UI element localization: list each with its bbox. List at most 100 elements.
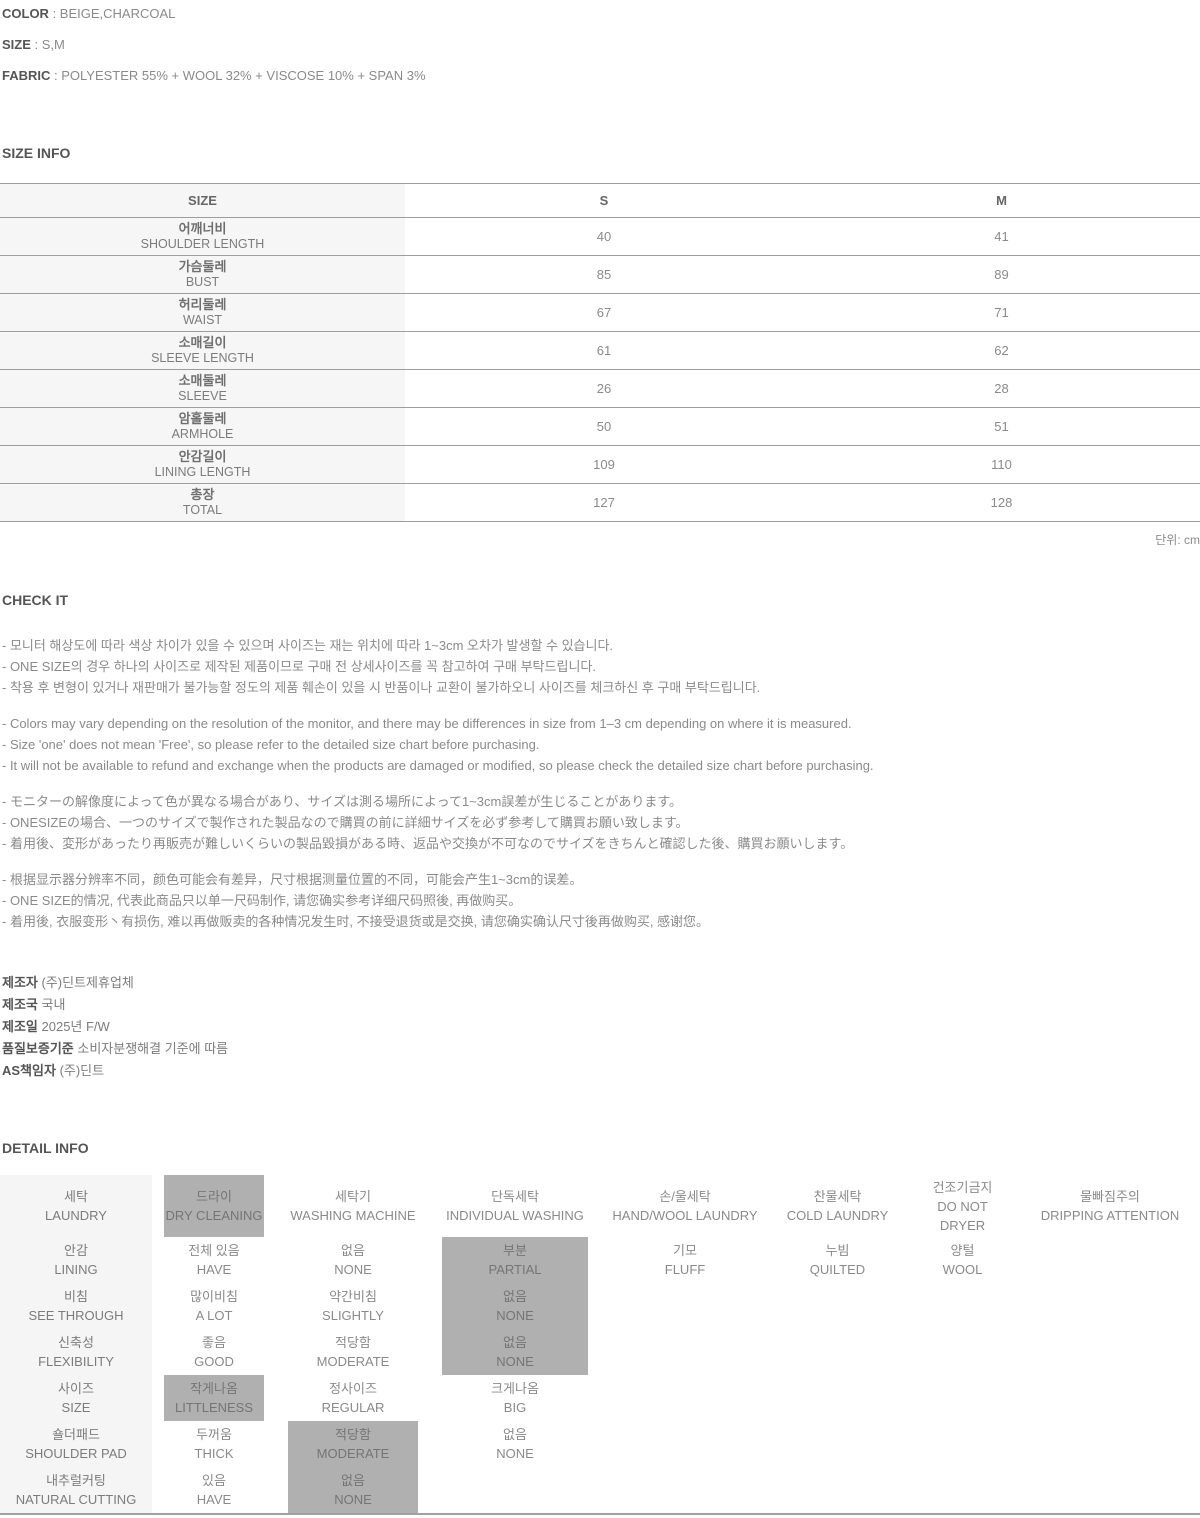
option-kr: 약간비침 (329, 1289, 377, 1304)
attribute-en: NATURAL CUTTING (15, 1492, 137, 1507)
option-cell (770, 1467, 905, 1513)
measure-value-s: 50 (596, 418, 612, 434)
attribute-kr: 안감 (64, 1243, 88, 1258)
table-row: 허리둘레 WAIST 67 71 (0, 293, 1200, 332)
option-kr: 작게나옴 (190, 1381, 238, 1396)
option-en: BIG (503, 1400, 527, 1415)
option-en: THICK (194, 1446, 234, 1461)
option-selected: 없음 NONE (442, 1329, 588, 1375)
notice-line: - 모니터 해상도에 따라 색상 차이가 있을 수 있으며 사이즈는 재는 위치… (2, 638, 614, 653)
option-en: HAND/WOOL LAUNDRY (612, 1208, 758, 1223)
option-kr: 크게나옴 (491, 1381, 539, 1396)
option-cell (1020, 1237, 1200, 1283)
color-value: : BEIGE,CHARCOAL (48, 6, 176, 21)
size-table-header: SIZE S M (0, 183, 1200, 218)
option-en: PARTIAL (488, 1262, 542, 1277)
notice-line: - ONE SIZE的情况, 代表此商品只以单一尺码制作, 请您确实参考详细尺码… (2, 893, 522, 908)
option-cell: 전체 있음 HAVE (152, 1237, 276, 1283)
size-col-header: SIZE (188, 192, 217, 208)
attribute-kr: 내추럴커팅 (46, 1473, 106, 1488)
attribute-label-cell: 숄더패드 SHOULDER PAD (0, 1421, 152, 1467)
fabric-label: FABRIC (2, 68, 51, 83)
option-kr: 많이비침 (190, 1289, 238, 1304)
option-cell: 건조기금지 DO NOT DRYER (905, 1175, 1020, 1237)
option: 손/울세탁 HAND/WOOL LAUNDRY (612, 1175, 758, 1237)
maker-value: 2025년 F/W (37, 1019, 110, 1034)
option-cell: 세탁기 WASHING MACHINE (276, 1175, 430, 1237)
table-row: 소매길이 SLEEVE LENGTH 61 62 (0, 331, 1200, 370)
maker-value: 국내 (37, 997, 66, 1012)
size-label: SIZE (2, 37, 31, 52)
measure-name-kr: 총장 (190, 487, 215, 502)
option-kr: 두꺼움 (196, 1427, 232, 1442)
option-kr: 없음 (341, 1243, 365, 1258)
notice-line: - モニターの解像度によって色が異なる場合があり、サイズは測る場所によって1~3… (2, 794, 683, 809)
option-cell (600, 1421, 770, 1467)
measure-value-s: 61 (596, 342, 612, 358)
size-m-header: M (996, 192, 1007, 208)
measure-name-kr: 암홀둘레 (178, 411, 227, 426)
option: 좋음 GOOD (164, 1329, 264, 1375)
maker-line: 제조일 2025년 F/W (2, 1016, 1200, 1038)
size-line: SIZE : S,M (2, 37, 1200, 52)
option: 기모 FLUFF (612, 1237, 758, 1283)
option-cell: 손/울세탁 HAND/WOOL LAUNDRY (600, 1175, 770, 1237)
option-en: WOOL (942, 1262, 983, 1277)
option-cell: 누빔 QUILTED (770, 1237, 905, 1283)
option-en: A LOT (195, 1308, 233, 1323)
option: 세탁기 WASHING MACHINE (288, 1175, 418, 1237)
option-cell: 물빠짐주의 DRIPPING ATTENTION (1020, 1175, 1200, 1237)
notice-line: - 着用後, 衣服变形丶有损伤, 难以再做贩卖的各种情况发生时, 不接受退货或是… (2, 914, 710, 929)
measure-name-en: TOTAL (182, 503, 223, 517)
option: 건조기금지 DO NOT DRYER (917, 1175, 1008, 1237)
option-kr: 물빠짐주의 (1080, 1189, 1140, 1204)
option-kr: 양털 (950, 1243, 975, 1258)
option-cell (1020, 1329, 1200, 1375)
option-en: NONE (496, 1354, 534, 1369)
measure-value-m: 28 (994, 380, 1009, 396)
option-en: DO NOT DRYER (937, 1198, 988, 1233)
measure-value-s: 109 (593, 456, 615, 472)
option-kr: 세탁기 (335, 1189, 371, 1204)
table-row: 가슴둘레 BUST 85 89 (0, 255, 1200, 294)
option-en: FLUFF (664, 1262, 706, 1277)
unit-note: 단위: cm (1155, 533, 1200, 547)
manufacturer-info: 제조자 (주)딘트제휴업체 제조국 국내 제조일 2025년 F/W 품질보증기… (0, 972, 1200, 1082)
fabric-value: : POLYESTER 55% + WOOL 32% + VISCOSE 10%… (50, 68, 426, 83)
option-cell (600, 1283, 770, 1329)
measure-name-en: SHOULDER LENGTH (140, 237, 265, 251)
option: 전체 있음 HAVE (164, 1237, 264, 1283)
option-en: MODERATE (316, 1354, 390, 1369)
measure-name-kr: 소매둘레 (178, 373, 227, 388)
measure-value-m: 41 (994, 228, 1009, 244)
check-it-heading: CHECK IT (2, 592, 69, 608)
table-row: 소매둘레 SLEEVE 26 28 (0, 369, 1200, 408)
color-label: COLOR (2, 6, 49, 21)
maker-value: 소비자분쟁해결 기준에 따름 (73, 1041, 229, 1056)
option-cell: 정사이즈 REGULAR (276, 1375, 430, 1421)
measure-value-s: 67 (596, 304, 612, 320)
option-cell: 드라이 DRY CLEANING (152, 1175, 276, 1237)
measure-value-m: 89 (994, 266, 1009, 282)
option-cell: 적당함 MODERATE (276, 1421, 430, 1467)
option-cell: 적당함 MODERATE (276, 1329, 430, 1375)
measure-name-kr: 가슴둘레 (178, 259, 227, 274)
option-kr: 부분 (503, 1243, 527, 1258)
measure-name-en: LINING LENGTH (154, 465, 251, 479)
option: 없음 NONE (442, 1421, 588, 1467)
attribute-en: SHOULDER PAD (25, 1446, 127, 1461)
option-en: WASHING MACHINE (290, 1208, 416, 1223)
table-row: 총장 TOTAL 127 128 (0, 483, 1200, 522)
notice-line: - Size 'one' does not mean 'Free', so pl… (2, 737, 540, 752)
option-kr: 없음 (503, 1289, 527, 1304)
option-cell: 부분 PARTIAL (430, 1237, 600, 1283)
option: 단독세탁 INDIVIDUAL WASHING (442, 1175, 588, 1237)
color-line: COLOR : BEIGE,CHARCOAL (2, 6, 1200, 21)
measure-value-m: 128 (990, 494, 1013, 510)
option: 찬물세탁 COLD LAUNDRY (782, 1175, 893, 1237)
option: 두꺼움 THICK (164, 1421, 264, 1467)
measure-name-kr: 어깨너비 (178, 221, 227, 236)
option-selected: 없음 NONE (288, 1467, 418, 1513)
size-value: : S,M (30, 37, 65, 52)
notice-line: - It will not be available to refund and… (2, 758, 874, 773)
